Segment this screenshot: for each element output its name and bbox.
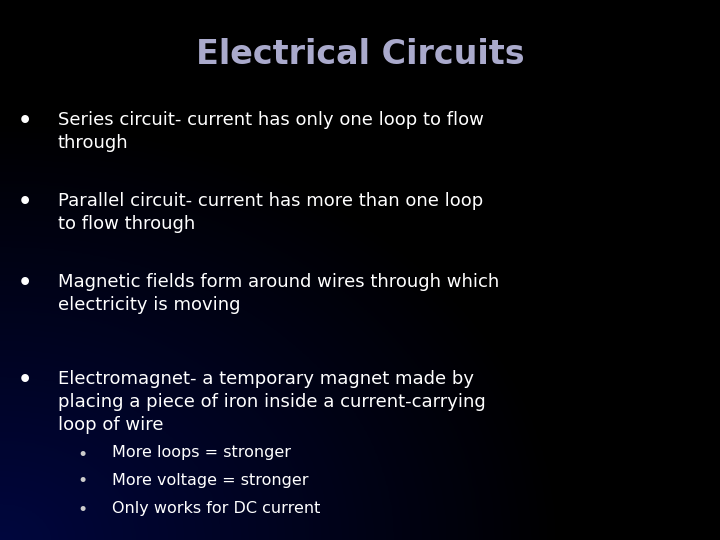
Text: Magnetic fields form around wires through which
electricity is moving: Magnetic fields form around wires throug… <box>58 273 499 314</box>
Text: More loops = stronger: More loops = stronger <box>112 446 291 461</box>
Text: •: • <box>78 472 88 490</box>
Text: Parallel circuit- current has more than one loop
to flow through: Parallel circuit- current has more than … <box>58 192 483 233</box>
Text: Only works for DC current: Only works for DC current <box>112 501 320 516</box>
Text: More voltage = stronger: More voltage = stronger <box>112 472 308 488</box>
Text: •: • <box>78 446 88 463</box>
Text: Electromagnet- a temporary magnet made by
placing a piece of iron inside a curre: Electromagnet- a temporary magnet made b… <box>58 370 485 434</box>
Text: •: • <box>18 192 32 212</box>
Text: Series circuit- current has only one loop to flow
through: Series circuit- current has only one loo… <box>58 111 483 152</box>
Text: •: • <box>18 111 32 131</box>
Text: •: • <box>18 370 32 390</box>
Text: •: • <box>78 501 88 519</box>
Text: •: • <box>18 273 32 293</box>
Text: Electrical Circuits: Electrical Circuits <box>196 38 524 71</box>
